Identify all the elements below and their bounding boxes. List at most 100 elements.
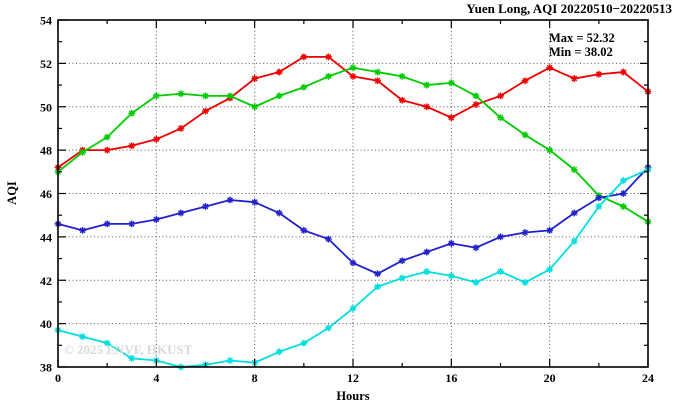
max-annotation: Max = 52.32 (549, 31, 615, 45)
series-green-marker (325, 72, 332, 80)
series-red-marker (374, 77, 381, 85)
series-blue-marker (79, 226, 86, 234)
series-blue-marker (251, 198, 259, 206)
series-cyan-marker (103, 339, 111, 347)
series-blue-marker (398, 257, 406, 265)
series-cyan-marker (275, 348, 283, 356)
series-blue-marker (128, 220, 136, 228)
series-red-marker (300, 53, 308, 61)
series-cyan-marker (226, 357, 234, 364)
series-cyan-marker (128, 354, 136, 362)
series-green-marker (546, 146, 554, 154)
series-green-marker (374, 68, 381, 76)
y-tick-label: 44 (40, 230, 52, 244)
y-axis-title: AQI (5, 181, 19, 205)
series-blue-marker (447, 239, 455, 247)
series-blue-marker (546, 226, 554, 234)
series-cyan-marker (620, 177, 627, 184)
y-tick-label: 42 (40, 274, 52, 288)
series-blue-marker (349, 259, 357, 267)
series-cyan-marker (472, 279, 480, 286)
series-blue-marker (620, 190, 627, 197)
series-green-marker (177, 90, 185, 98)
series-green-marker (226, 92, 234, 100)
y-tick-label: 48 (40, 144, 52, 158)
series-green-marker (79, 148, 86, 156)
series-cyan-marker (497, 268, 504, 275)
y-tick-label: 40 (40, 317, 52, 331)
series-blue-marker (497, 233, 504, 241)
series-red-marker (521, 77, 529, 85)
series-blue-marker (300, 226, 308, 234)
series-blue-marker (275, 209, 283, 217)
series-green-marker (521, 131, 529, 139)
series-red-marker (152, 135, 160, 143)
series-green-marker (447, 79, 455, 87)
series-red-marker (472, 101, 480, 108)
series-blue-marker (226, 196, 234, 204)
series-cyan-marker (595, 203, 603, 210)
series-cyan-marker (447, 272, 455, 280)
series-blue-marker (103, 220, 111, 228)
series-red-marker (251, 75, 259, 82)
series-cyan-marker (546, 266, 554, 273)
series-green-marker (570, 166, 578, 174)
series-blue-marker (202, 203, 209, 210)
series-blue-marker (595, 194, 603, 202)
series-cyan-marker (300, 339, 308, 347)
min-annotation: Min = 38.02 (549, 45, 613, 59)
watermark-text: © 2025 ENVF, HKUST (64, 342, 193, 357)
x-tick-label: 24 (642, 371, 654, 385)
series-blue-marker (177, 209, 185, 217)
series-green-marker (275, 92, 283, 100)
x-tick-label: 4 (153, 371, 159, 385)
series-red-marker (497, 92, 504, 100)
series-cyan-marker (325, 324, 332, 332)
series-blue-marker (472, 244, 480, 252)
y-tick-label: 54 (40, 14, 52, 28)
series-blue-marker (152, 216, 160, 223)
y-tick-label: 46 (40, 187, 52, 201)
series-green-marker (128, 109, 136, 117)
y-tick-label: 50 (40, 100, 52, 114)
series-green-marker (103, 133, 111, 141)
series-red-marker (275, 68, 283, 76)
chart-title: Yuen Long, AQI 20220510−20220513 (466, 1, 672, 16)
series-cyan-marker (570, 237, 578, 245)
series-green-marker (497, 114, 504, 121)
series-cyan-marker (423, 268, 431, 275)
series-green-marker (251, 103, 259, 111)
series-green-marker (349, 64, 357, 72)
series-red-marker (349, 72, 357, 80)
series-cyan-marker (521, 279, 529, 286)
y-tick-label: 38 (40, 361, 52, 375)
series-red-marker (202, 107, 209, 115)
series-blue-marker (374, 270, 381, 278)
x-tick-label: 16 (445, 371, 457, 385)
series-green-marker (423, 81, 431, 89)
series-blue-marker (423, 248, 431, 256)
series-red-marker (546, 64, 554, 72)
series-red-marker (423, 103, 431, 111)
series-red-marker (103, 146, 111, 154)
series-green-marker (202, 92, 209, 100)
series-red-marker (128, 142, 136, 150)
x-tick-label: 20 (544, 371, 556, 385)
series-red-marker (398, 96, 406, 104)
series-green-marker (300, 83, 308, 91)
series-blue-marker (570, 209, 578, 217)
x-tick-label: 12 (347, 371, 359, 385)
series-blue (54, 164, 652, 278)
series-red-marker (447, 114, 455, 121)
series-green-marker (620, 203, 627, 210)
series-green-marker (152, 92, 160, 100)
series-cyan-marker (374, 283, 381, 291)
y-tick-label: 52 (40, 57, 52, 71)
x-axis-title: Hours (336, 389, 369, 403)
series-blue-marker (325, 235, 332, 243)
series-green-line (57, 66, 649, 223)
series-red-marker (595, 70, 603, 78)
